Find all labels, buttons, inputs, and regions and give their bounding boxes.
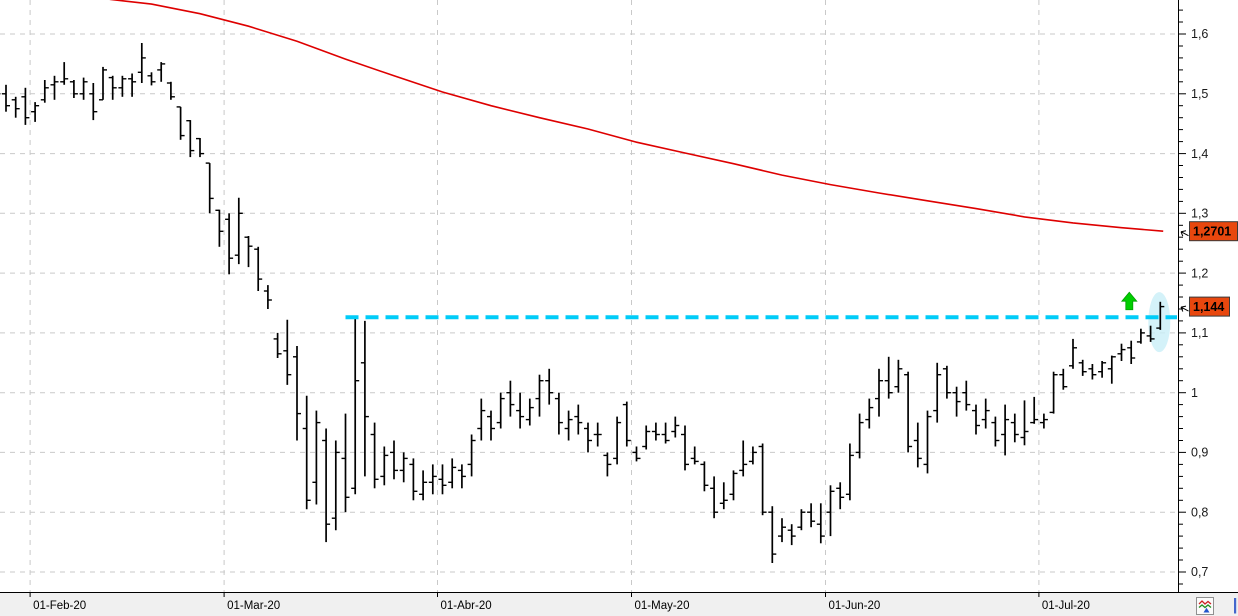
tag-pointer-arrow-icon bbox=[1180, 230, 1189, 237]
x-axis-date-label: 01-Abr-20 bbox=[441, 600, 492, 612]
svg-text:1: 1 bbox=[1191, 386, 1198, 400]
horizontal-gridlines bbox=[0, 33, 1178, 573]
svg-text:0,9: 0,9 bbox=[1191, 446, 1208, 460]
svg-text:1,3: 1,3 bbox=[1191, 207, 1208, 221]
x-axis-date-label: 01-Jul-20 bbox=[1042, 600, 1090, 612]
x-axis-date-label: 01-Feb-20 bbox=[33, 600, 86, 612]
svg-text:1,1: 1,1 bbox=[1191, 326, 1208, 340]
svg-text:1,5: 1,5 bbox=[1191, 87, 1208, 101]
indicator-button[interactable] bbox=[1196, 597, 1214, 615]
tag-pointer-arrow-icon bbox=[1180, 305, 1189, 312]
y-axis-labels: 1,6 1,5 1,4 1,3 1,2 1,1 1 0,9 0,8 0,7 bbox=[1191, 27, 1208, 579]
buy-signal-arrow-icon bbox=[1120, 291, 1138, 311]
svg-text:1,2: 1,2 bbox=[1191, 266, 1208, 280]
price-tag-label: 1,144 bbox=[1193, 300, 1224, 314]
svg-text:0,8: 0,8 bbox=[1191, 505, 1208, 519]
mini-chart-icon bbox=[1198, 600, 1212, 613]
svg-text:0,7: 0,7 bbox=[1191, 565, 1208, 579]
svg-text:1,4: 1,4 bbox=[1191, 147, 1208, 161]
moving-average-line bbox=[109, 0, 1164, 232]
x-axis-date-label: 01-May-20 bbox=[635, 600, 690, 612]
y-axis-ticks bbox=[1178, 9, 1186, 585]
up-arrow-icon bbox=[1203, 607, 1210, 613]
ohlc-bars bbox=[0, 43, 1165, 563]
breakout-highlight-ellipse bbox=[1148, 292, 1171, 353]
price-tag: 1,2701 bbox=[1180, 221, 1238, 242]
price-tag: 1,144 bbox=[1180, 296, 1230, 317]
date-strip bbox=[0, 593, 1238, 616]
month-gridlines: 01-Feb-20 01-Mar-20 01-Abr-20 01-May-20 01-J… bbox=[29, 0, 1090, 612]
partial-edge-button[interactable] bbox=[1234, 598, 1237, 614]
x-axis-date-label: 01-Jun-20 bbox=[829, 600, 881, 612]
price-tag-label: 1,2701 bbox=[1193, 225, 1231, 239]
svg-text:1,6: 1,6 bbox=[1191, 27, 1208, 41]
x-axis-date-label: 01-Mar-20 bbox=[227, 600, 280, 612]
